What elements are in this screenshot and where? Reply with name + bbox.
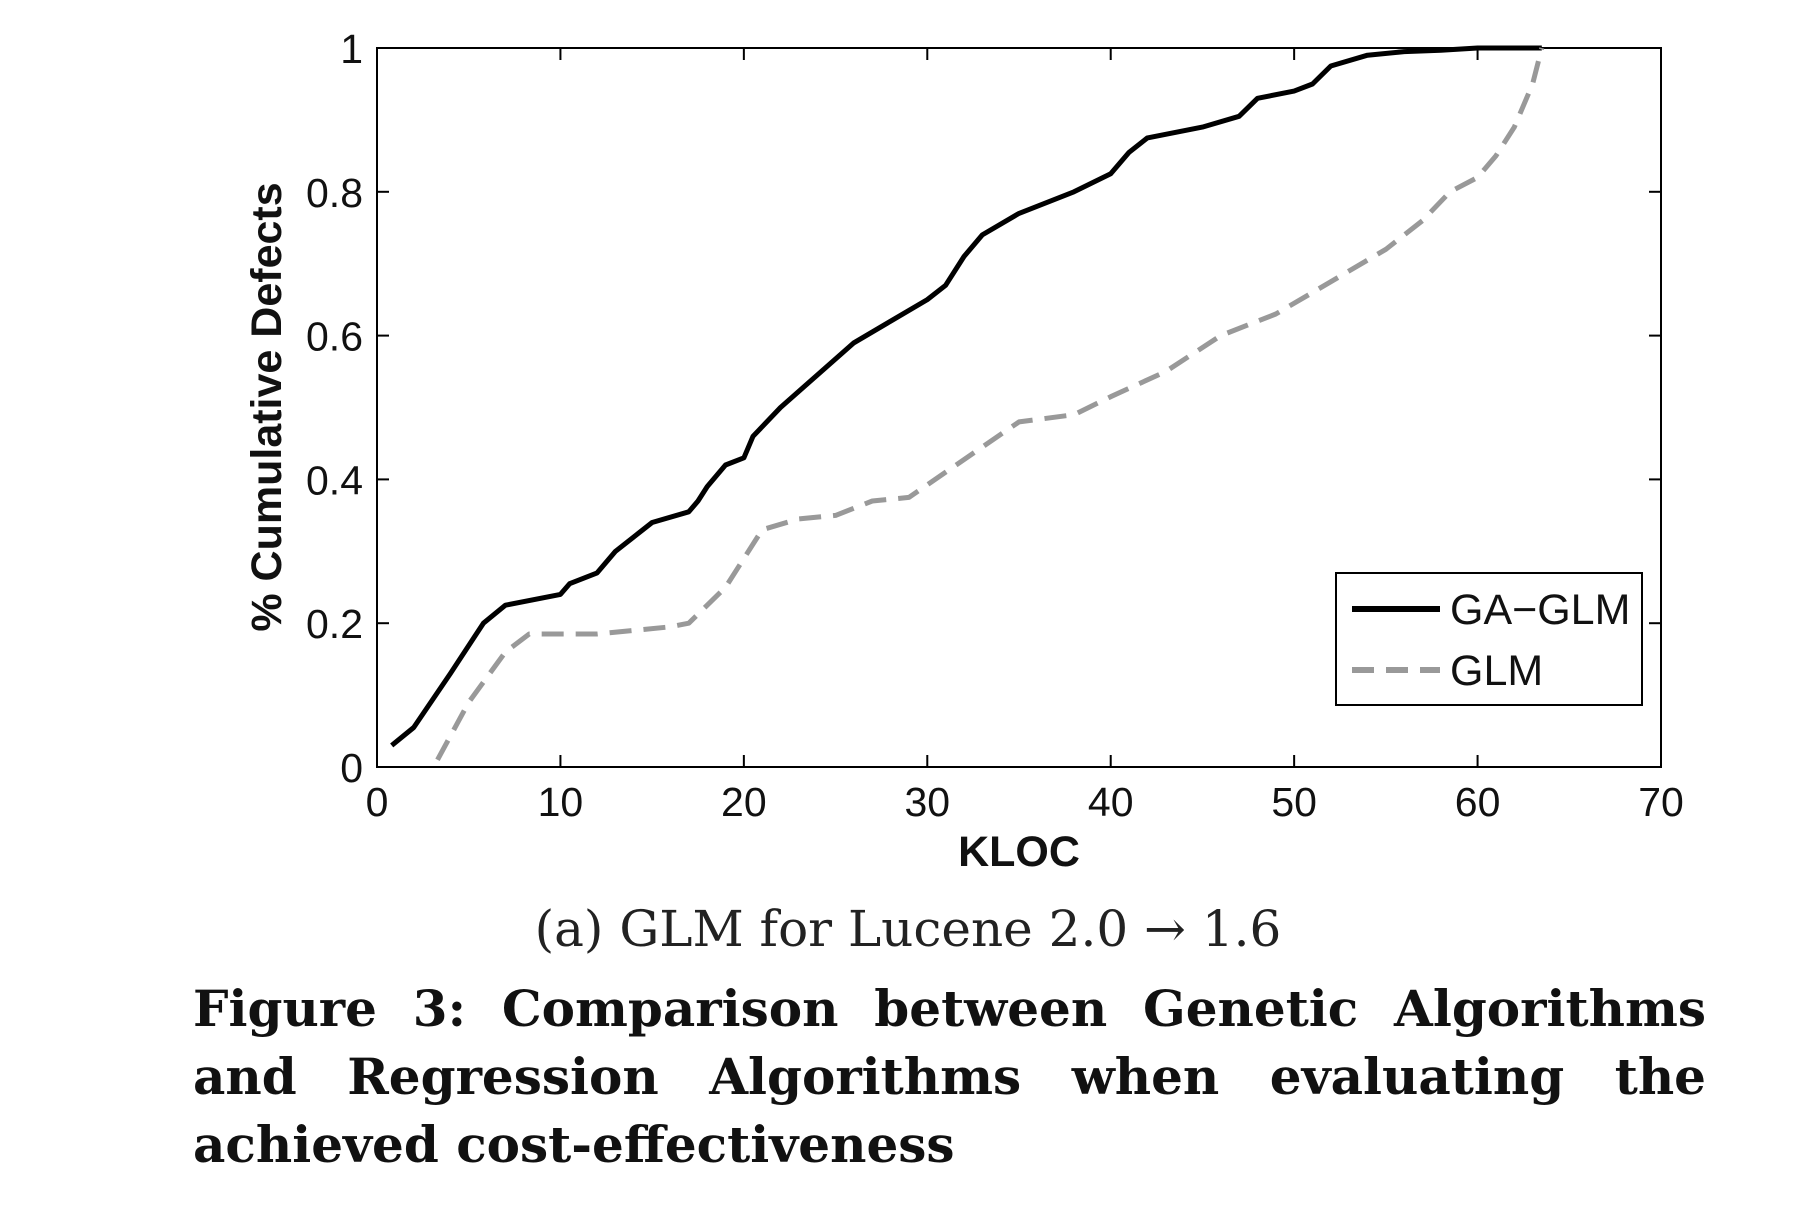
x-tick-label: 50 <box>1271 779 1317 825</box>
series-line-0 <box>390 45 1542 748</box>
legend-label-series-0: GA−GLM <box>1450 586 1630 634</box>
x-axis-title: KLOC <box>958 828 1080 876</box>
y-tick-label: 0.4 <box>306 457 363 503</box>
defect-chart: 0 10 20 30 40 50 60 70 0 0.2 0.4 0.6 0.8 1 GA−GLM GLM… <box>243 26 1684 876</box>
y-tick-label: 0.6 <box>306 314 363 360</box>
series-line-1 <box>435 47 1545 761</box>
x-tick-label: 60 <box>1455 779 1501 825</box>
x-tick-label: 10 <box>538 779 584 825</box>
y-tick-label: 0 <box>340 745 363 791</box>
legend: GA−GLM GLM <box>1335 572 1643 706</box>
axis-ticks: 0 10 20 30 40 50 60 70 0 0.2 0.4 0.6 0.8 1 <box>306 26 1684 825</box>
x-tick-label: 40 <box>1088 779 1134 825</box>
subcaption: (a) GLM for Lucene 2.0 → 1.6 <box>534 900 1282 958</box>
x-tick-label: 70 <box>1638 779 1684 825</box>
y-axis-title: % Cumulative Defects <box>243 182 291 631</box>
x-tick-label: 20 <box>721 779 767 825</box>
x-tick-label: 0 <box>366 779 389 825</box>
x-tick-label: 30 <box>904 779 950 825</box>
figure-caption: Figure 3: Comparison between Genetic Alg… <box>193 979 1706 1174</box>
y-tick-label: 0.2 <box>306 601 363 647</box>
series-lines <box>390 45 1545 761</box>
y-tick-label: 1 <box>340 26 363 72</box>
legend-label-series-1: GLM <box>1450 647 1543 695</box>
y-tick-label: 0.8 <box>306 170 363 216</box>
